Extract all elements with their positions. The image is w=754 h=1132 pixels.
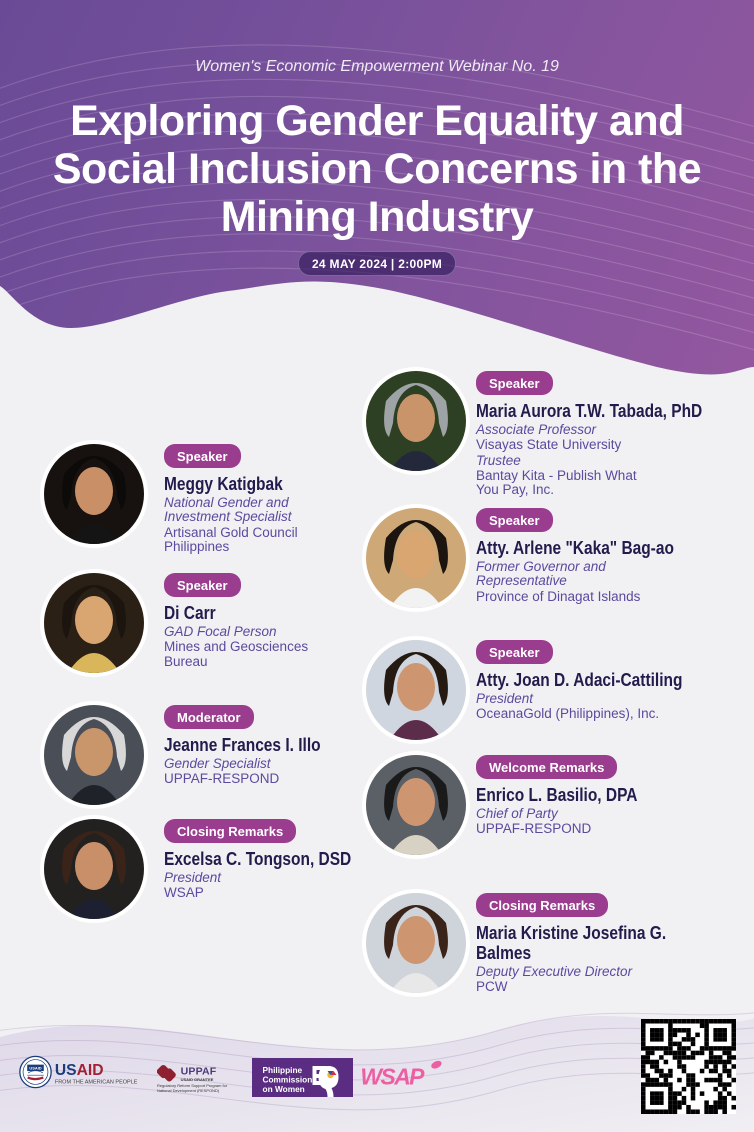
svg-text:Philippine: Philippine	[263, 1065, 303, 1075]
svg-text:USAID: USAID	[55, 1062, 104, 1079]
svg-text:FROM THE AMERICAN PEOPLE: FROM THE AMERICAN PEOPLE	[55, 1080, 138, 1086]
svg-text:WSAP: WSAP	[362, 1064, 425, 1090]
svg-text:National Development (RESPOND): National Development (RESPOND)	[157, 1088, 220, 1093]
svg-text:Commission: Commission	[263, 1075, 313, 1085]
svg-text:USAID GRANTEE: USAID GRANTEE	[181, 1077, 214, 1082]
svg-text:on Women: on Women	[263, 1084, 305, 1094]
svg-text:USAID: USAID	[29, 1066, 41, 1071]
svg-text:UPPAF: UPPAF	[181, 1065, 217, 1077]
